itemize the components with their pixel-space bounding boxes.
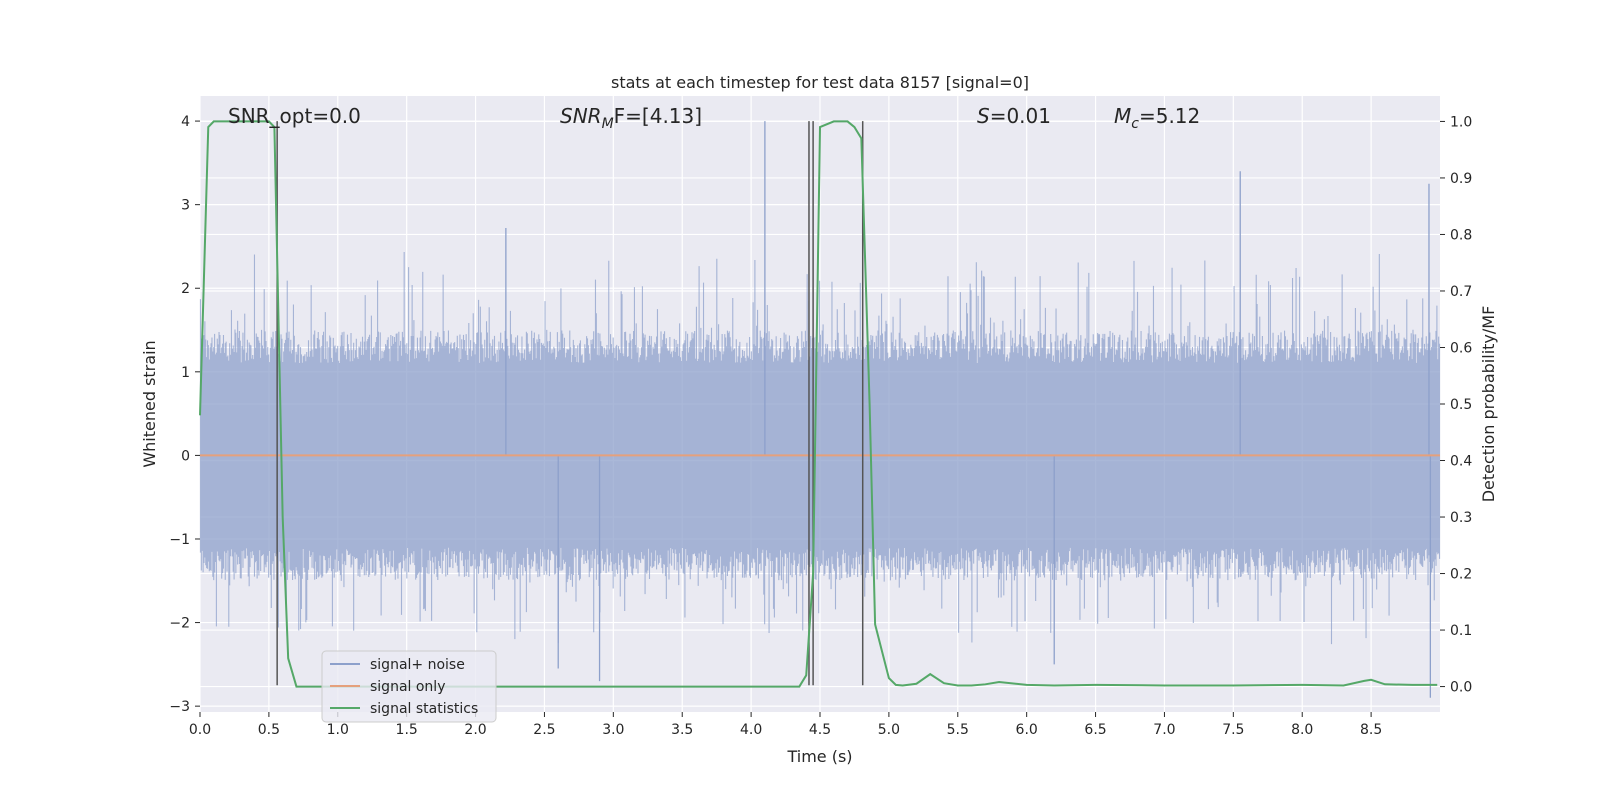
x-tick-label-1: 0.5 <box>258 722 280 738</box>
x-tick-label-2: 1.0 <box>327 722 349 738</box>
x-tick-label-5: 2.5 <box>533 722 555 738</box>
x-tick-label-0: 0.0 <box>189 722 211 738</box>
y-right-tick-label-10: 0.0 <box>1450 680 1472 696</box>
y-right-tick-label-0: 1.0 <box>1450 114 1472 130</box>
y-left-tick-label-4: 0 <box>181 448 190 464</box>
legend-label-statistics: signal statistics <box>370 701 478 717</box>
y-right-axis-ticks: 1.0 0.9 0.8 0.7 0.6 0.5 0.4 0.3 0.2 0.1 0.0 <box>1440 114 1472 696</box>
y-right-tick-label-1: 0.9 <box>1450 171 1472 187</box>
legend-box <box>321 650 497 723</box>
annotation-snr-mf-sub: M <box>602 116 614 132</box>
y-right-tick-label-8: 0.2 <box>1450 567 1472 583</box>
y-left-tick-label-7: −3 <box>169 699 190 715</box>
y-right-tick-label-2: 0.8 <box>1450 227 1472 243</box>
y-right-tick-label-9: 0.1 <box>1450 623 1472 639</box>
y-right-tick-label-5: 0.5 <box>1450 397 1472 413</box>
y-right-tick-label-3: 0.7 <box>1450 284 1472 300</box>
y-right-axis-label: Detection probability/MF <box>1479 306 1498 503</box>
x-tick-label-7: 3.5 <box>671 722 693 738</box>
x-tick-label-16: 8.0 <box>1291 722 1313 738</box>
annotation-snr-opt: SNR_opt=0.0 <box>228 104 361 128</box>
x-axis-ticks: 0.0 0.5 1.0 1.5 2.0 2.5 3.0 3.5 4.0 4.5 5.0 5.5 6.0 6… <box>189 712 1382 738</box>
annotation-mc: Mc=5.12 <box>1114 104 1200 132</box>
y-left-tick-label-3: 1 <box>181 365 190 381</box>
annotation-mc-sub: c <box>1131 116 1139 132</box>
y-right-tick-label-4: 0.6 <box>1450 340 1472 356</box>
x-tick-label-3: 1.5 <box>396 722 418 738</box>
x-tick-label-8: 4.0 <box>740 722 762 738</box>
y-right-tick-label-7: 0.3 <box>1450 510 1472 526</box>
y-left-tick-label-6: −2 <box>169 616 190 632</box>
annotation-s-rest: =0.01 <box>990 104 1051 128</box>
x-tick-label-13: 6.5 <box>1084 722 1106 738</box>
x-tick-label-14: 7.0 <box>1153 722 1175 738</box>
x-tick-label-17: 8.5 <box>1360 722 1382 738</box>
annotation-snr-mf-main: SNR <box>560 104 602 128</box>
x-tick-label-12: 6.0 <box>1016 722 1038 738</box>
signal-statistics-line <box>199 120 1438 688</box>
x-tick-label-6: 3.0 <box>602 722 624 738</box>
y-left-tick-label-5: −1 <box>169 532 190 548</box>
legend-label-noise: signal+ noise <box>370 657 465 673</box>
annotation-s-italic: S <box>977 104 990 128</box>
annotation-snr-mf-rest: F=[4.13] <box>614 104 702 128</box>
x-tick-label-4: 2.0 <box>464 722 486 738</box>
annotation-mc-main: M <box>1114 104 1131 128</box>
chart-title: stats at each timestep for test data 815… <box>611 73 1029 92</box>
y-left-axis-ticks: 4 3 2 1 0 −1 −2 −3 <box>169 114 200 715</box>
annotation-s: S=0.01 <box>977 104 1051 128</box>
y-left-tick-label-1: 3 <box>181 198 190 214</box>
x-axis-label: Time (s) <box>786 747 852 766</box>
x-tick-label-15: 7.5 <box>1222 722 1244 738</box>
x-tick-label-11: 5.5 <box>947 722 969 738</box>
y-left-tick-label-2: 2 <box>181 281 190 297</box>
y-left-axis-label: Whitened strain <box>140 340 159 467</box>
x-tick-label-10: 5.0 <box>878 722 900 738</box>
y-right-tick-label-6: 0.4 <box>1450 454 1472 470</box>
y-left-tick-label-0: 4 <box>181 114 190 130</box>
annotation-snr-mf: SNRMF=[4.13] <box>560 104 702 132</box>
legend-label-signal-only: signal only <box>370 679 445 695</box>
annotation-mc-rest: =5.12 <box>1139 104 1200 128</box>
x-tick-label-9: 4.5 <box>809 722 831 738</box>
legend: signal+ noise signal only signal statist… <box>321 650 497 723</box>
